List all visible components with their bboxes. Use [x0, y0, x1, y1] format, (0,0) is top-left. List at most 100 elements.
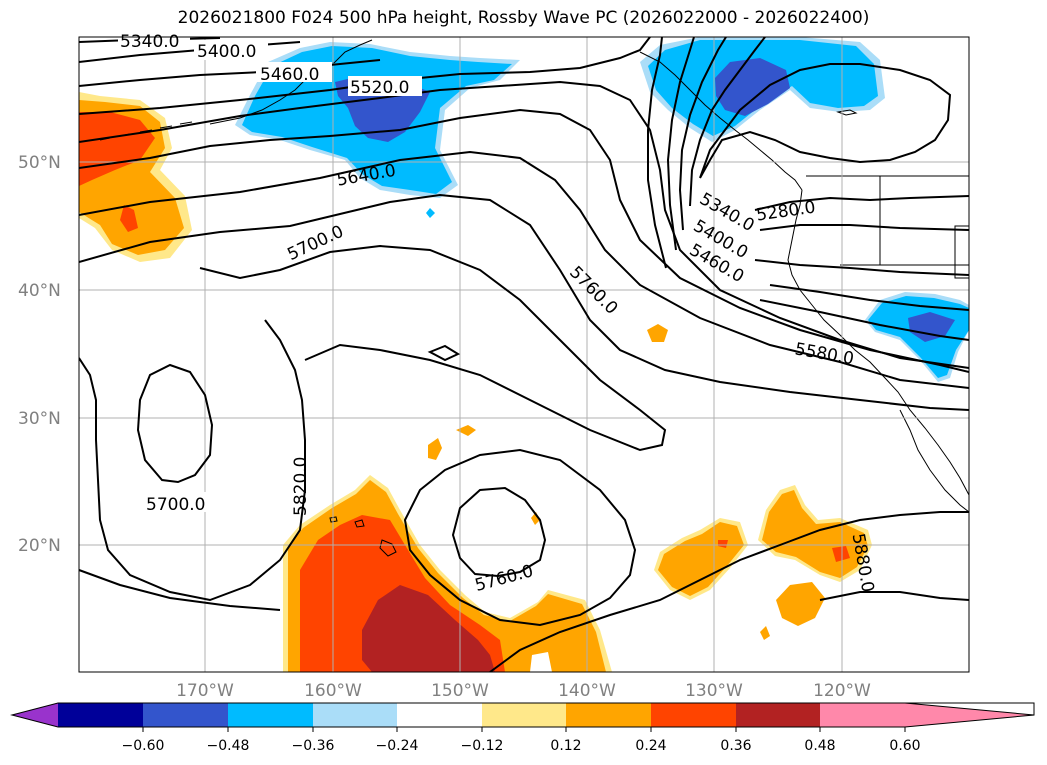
- positive-anomaly-hole: [530, 652, 552, 672]
- negative-anomaly-spot: [426, 208, 435, 218]
- grid-layer: [79, 37, 969, 672]
- positive-anomaly-east3: [776, 582, 825, 626]
- state-borders: [840, 176, 969, 279]
- contour-label-bg: [256, 62, 332, 82]
- colorbar-segment: [566, 703, 651, 727]
- positive-anomaly-spot: [531, 512, 540, 525]
- colorbar-tick-label: −0.24: [376, 738, 419, 754]
- contour-label-layer: 5340.0 5400.0 5460.0 5520.0 5640.0 5700.…: [118, 31, 878, 596]
- plot-frame: [78, 36, 970, 673]
- negative-anomaly-bc-core: [715, 58, 790, 116]
- positive-anomaly-spot: [428, 438, 442, 460]
- colorbar-segment: [482, 703, 566, 727]
- colorbar-segment: [736, 703, 820, 727]
- height-contour: [759, 224, 969, 231]
- contour-label: 5820.0: [291, 457, 311, 516]
- colorbar-extend-min: [12, 703, 58, 727]
- positive-anomaly-nw-strong: [79, 112, 155, 186]
- height-contour: [689, 37, 766, 207]
- map-title: 2026021800 F024 500 hPa height, Rossby W…: [177, 8, 870, 28]
- colorbar-tick-label: 0.36: [720, 738, 751, 754]
- contour-label: 5700.0: [146, 495, 205, 515]
- height-contour: [79, 80, 969, 369]
- island: [836, 109, 858, 116]
- positive-anomaly-nw-spot: [120, 205, 138, 232]
- contour-label: 5400.0: [197, 42, 256, 62]
- lat-labels: 50°N 40°N 30°N 20°N: [18, 153, 61, 556]
- lon-label: 160°W: [304, 681, 362, 701]
- height-contour: [647, 37, 667, 269]
- height-contour: [79, 569, 281, 611]
- lat-label: 30°N: [18, 409, 61, 429]
- lon-label: 120°W: [813, 681, 871, 701]
- contour-label: 5340.0: [120, 32, 179, 52]
- height-contour: [754, 259, 969, 276]
- height-contour: [79, 150, 969, 389]
- height-contour: [79, 108, 969, 373]
- positive-anomaly-spot: [456, 425, 476, 436]
- colorbar-segment: [397, 703, 482, 727]
- height-contour: [427, 344, 461, 362]
- island-hawaii: [379, 539, 397, 557]
- lat-label: 20°N: [18, 536, 61, 556]
- contour-label: 5460.0: [260, 65, 319, 85]
- contour-label-bg: [348, 76, 422, 96]
- positive-anomaly-east2-spot: [832, 546, 850, 562]
- positive-anomaly-spot: [647, 324, 668, 342]
- height-contour: [79, 319, 306, 602]
- colorbar: −0.60 −0.48 −0.36 −0.24 −0.12 0.12 0.24 …: [10, 702, 1035, 754]
- height-contour: [666, 37, 695, 251]
- colorbar-tick-label: 0.48: [804, 738, 835, 754]
- colorbar-outline: [904, 702, 1035, 716]
- colorbar-segment: [313, 703, 397, 727]
- contour-label-bg: [142, 492, 218, 512]
- colorbar-segment: [651, 703, 736, 727]
- colorbar-segment: [228, 703, 313, 727]
- colorbar-segment: [143, 703, 228, 727]
- lon-labels: 170°W 160°W 150°W 140°W 130°W 120°W: [176, 681, 871, 701]
- colorbar-tick-label: 0.24: [635, 738, 666, 754]
- height-contour: [489, 511, 969, 672]
- lat-label: 40°N: [18, 281, 61, 301]
- colorbar-segment: [820, 703, 905, 727]
- height-contour: [79, 193, 969, 411]
- height-contour: [769, 284, 969, 311]
- height-contour: [79, 37, 651, 115]
- positive-anomaly-central-core: [362, 585, 495, 672]
- colorbar-extend-max: [905, 703, 1034, 727]
- lon-label: 170°W: [176, 681, 234, 701]
- colorbar-tick-label: 0.60: [889, 738, 920, 754]
- height-contour: [819, 591, 969, 601]
- height-contour: [403, 448, 637, 627]
- lon-label: 130°W: [685, 681, 743, 701]
- height-contour: [699, 63, 952, 179]
- colorbar-ticks: [142, 727, 906, 732]
- lon-label: 150°W: [431, 681, 489, 701]
- contour-label-bg: [118, 31, 190, 49]
- baja-coast: [899, 409, 969, 513]
- island-hawaii-small: [329, 516, 365, 528]
- height-contour: [199, 244, 667, 452]
- contour-label-bg: [194, 40, 268, 60]
- height-contour: [451, 486, 547, 578]
- lat-label: 50°N: [18, 153, 61, 173]
- height-contour: [759, 299, 969, 341]
- positive-anomaly-spot: [760, 626, 770, 640]
- height-contour: [678, 37, 727, 231]
- contour-label: 5520.0: [350, 78, 409, 98]
- colorbar-tick-label: −0.48: [207, 738, 250, 754]
- lon-label: 140°W: [558, 681, 616, 701]
- positive-anomaly-east-spot: [718, 540, 728, 548]
- height-contour: [754, 195, 969, 211]
- colorbar-tick-label: 0.12: [550, 738, 581, 754]
- colorbar-tick-label: −0.12: [461, 738, 504, 754]
- bc-coast: [639, 51, 803, 191]
- colorbar-tick-label: −0.60: [122, 738, 165, 754]
- colorbar-tick-label: −0.36: [292, 738, 335, 754]
- colorbar-segment: [58, 703, 143, 727]
- height-contour: [136, 363, 214, 484]
- contour-layer: [79, 37, 969, 672]
- negative-anomaly-ca-core: [908, 312, 955, 342]
